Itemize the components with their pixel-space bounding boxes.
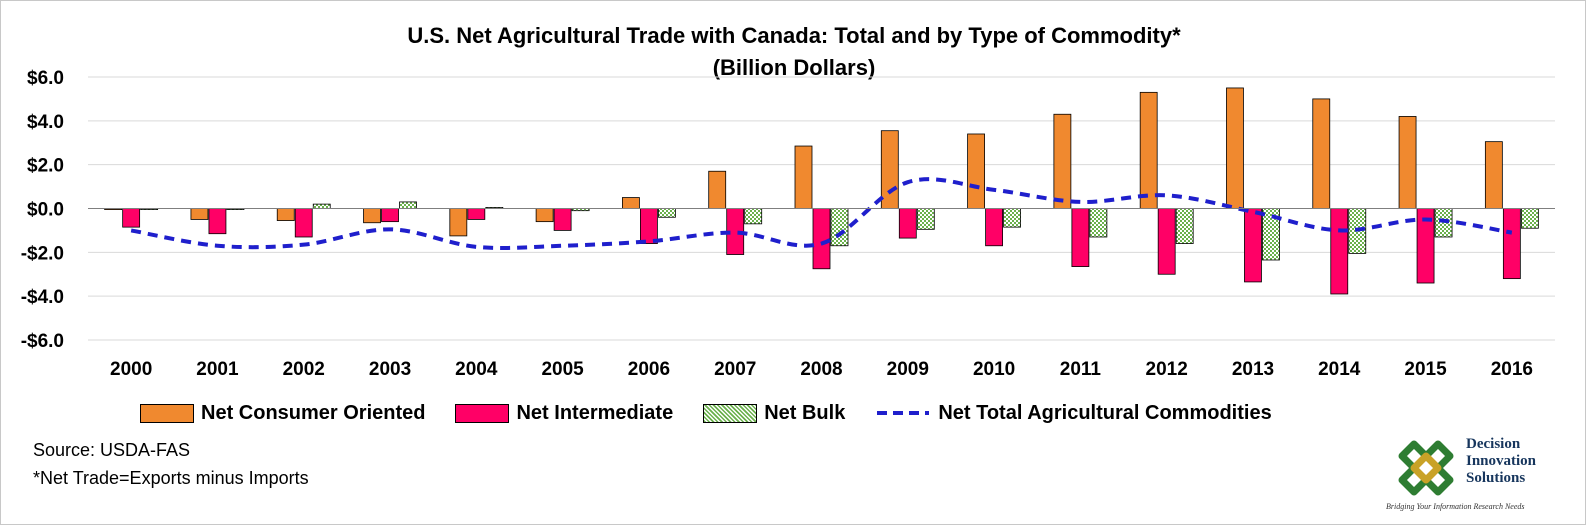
bar-net-consumer-oriented: [1053, 113, 1072, 209]
x-tick-label: 2007: [714, 359, 756, 380]
bar-net-intermediate: [208, 208, 227, 235]
bar-net-consumer-oriented: [276, 208, 295, 221]
bar-net-bulk: [658, 208, 676, 218]
legend-item-total: Net Total Agricultural Commodities: [875, 401, 1272, 425]
x-tick-label: 2006: [628, 359, 670, 380]
bar-net-intermediate: [381, 208, 399, 223]
bar-net-consumer-oriented: [708, 170, 727, 209]
bar-net-intermediate: [985, 208, 1003, 247]
bar-net-bulk: [830, 208, 849, 247]
x-tick-label: 2004: [455, 359, 498, 380]
chart-title-block: U.S. Net Agricultural Trade with Canada:…: [0, 20, 1588, 84]
y-tick-label: -$2.0: [21, 243, 64, 264]
bar-net-consumer-oriented: [1139, 91, 1158, 209]
legend-label-consumer: Net Consumer Oriented: [201, 401, 426, 424]
x-tick-label: 2008: [800, 359, 842, 380]
logo-line-3: Solutions: [1466, 470, 1526, 486]
bar-net-consumer-oriented: [794, 145, 813, 209]
y-tick-label: $6.0: [27, 68, 64, 89]
source-note: Source: USDA-FAS: [33, 440, 191, 460]
bar-net-consumer-oriented: [535, 208, 554, 223]
bar-net-consumer-oriented: [1312, 98, 1331, 209]
bar-net-bulk: [1003, 208, 1021, 228]
bar-net-consumer-oriented: [190, 208, 209, 220]
bar-net-consumer-oriented: [1398, 116, 1417, 209]
bar-net-bulk: [1520, 208, 1539, 229]
bar-net-bulk: [1434, 208, 1453, 238]
plot-area: -$6.0 -$4.0 -$2.0 $0.0 $2.0 $4.0 $6.0 2000 2001 2…: [21, 68, 1555, 380]
x-tick-label: 2012: [1146, 359, 1188, 380]
y-tick-label: $2.0: [27, 156, 64, 177]
x-tick-label: 2009: [887, 359, 929, 380]
footer-notes: Source: USDA-FAS *Net Trade=Exports minu…: [33, 436, 309, 492]
logo-mark-icon: [1398, 440, 1454, 496]
x-tick-label: 2002: [283, 359, 325, 380]
legend: Net Consumer Oriented Net Intermediate N…: [140, 398, 1302, 428]
bar-net-intermediate: [898, 208, 917, 239]
series-line-net-total: [130, 177, 1513, 250]
bar-net-intermediate: [1244, 208, 1262, 283]
x-tick-label: 2001: [196, 359, 239, 380]
bar-net-consumer-oriented: [622, 197, 640, 209]
x-tick-label: 2015: [1404, 359, 1447, 380]
bar-net-bulk: [744, 208, 763, 225]
bar-net-bulk: [1089, 208, 1108, 238]
bar-net-consumer-oriented: [967, 133, 985, 209]
legend-item-consumer: Net Consumer Oriented: [140, 402, 425, 425]
bar-net-intermediate: [1330, 208, 1349, 295]
bar-net-consumer-oriented: [1484, 141, 1503, 209]
bar-net-consumer-oriented: [449, 208, 468, 237]
definition-note: *Net Trade=Exports minus Imports: [33, 468, 309, 488]
legend-swatch-consumer: [140, 403, 194, 423]
bar-net-intermediate: [640, 208, 658, 244]
y-tick-label: -$6.0: [21, 331, 64, 352]
logo-wordmark: Decision Innovation Solutions: [1466, 436, 1536, 487]
x-tick-label: 2014: [1318, 359, 1361, 380]
bar-net-consumer-oriented: [363, 208, 381, 224]
bar-net-bulk: [916, 208, 935, 230]
bar-net-intermediate: [812, 208, 831, 270]
bar-net-bulk: [399, 201, 417, 209]
logo-tagline: Bridging Your Information Research Needs: [1386, 502, 1525, 511]
bar-net-consumer-oriented: [880, 130, 899, 209]
bar-net-intermediate: [1502, 208, 1521, 280]
chart-title: U.S. Net Agricultural Trade with Canada:…: [407, 23, 1181, 48]
bar-net-bulk: [1175, 208, 1194, 244]
legend-swatch-intermediate: [455, 403, 510, 423]
bar-net-bulk: [312, 203, 331, 209]
legend-label-bulk: Net Bulk: [764, 401, 846, 424]
bar-net-intermediate: [294, 208, 313, 238]
logo-line-2: Innovation: [1466, 453, 1537, 469]
bar-net-intermediate: [1157, 208, 1176, 275]
legend-swatch-bulk: [703, 403, 758, 423]
bar-net-intermediate: [467, 208, 486, 220]
y-tick-label: $4.0: [27, 112, 64, 133]
legend-label-total: Net Total Agricultural Commodities: [938, 401, 1272, 424]
y-tick-label: $0.0: [27, 200, 64, 221]
chart-subtitle: (Billion Dollars): [712, 55, 876, 80]
x-tick-label: 2000: [110, 359, 152, 380]
legend-label-intermediate: Net Intermediate: [516, 401, 674, 424]
logo-line-1: Decision: [1466, 436, 1521, 452]
x-tick-label: 2005: [541, 359, 584, 380]
legend-item-intermediate: Net Intermediate: [455, 402, 673, 425]
bar-net-intermediate: [122, 208, 141, 228]
company-logo: Decision Innovation Solutions Bridging Y…: [1386, 436, 1564, 516]
x-tick-label: 2003: [369, 359, 411, 380]
bar-net-consumer-oriented: [1226, 87, 1244, 209]
x-tick-label: 2016: [1491, 359, 1533, 380]
y-tick-label: -$4.0: [21, 287, 64, 308]
bar-net-intermediate: [1071, 208, 1090, 267]
legend-swatch-total: [877, 411, 930, 415]
bar-net-intermediate: [553, 208, 572, 231]
x-tick-label: 2013: [1232, 359, 1274, 380]
legend-item-bulk: Net Bulk: [703, 402, 845, 425]
x-tick-label: 2011: [1060, 359, 1102, 380]
x-tick-label: 2010: [973, 359, 1015, 380]
